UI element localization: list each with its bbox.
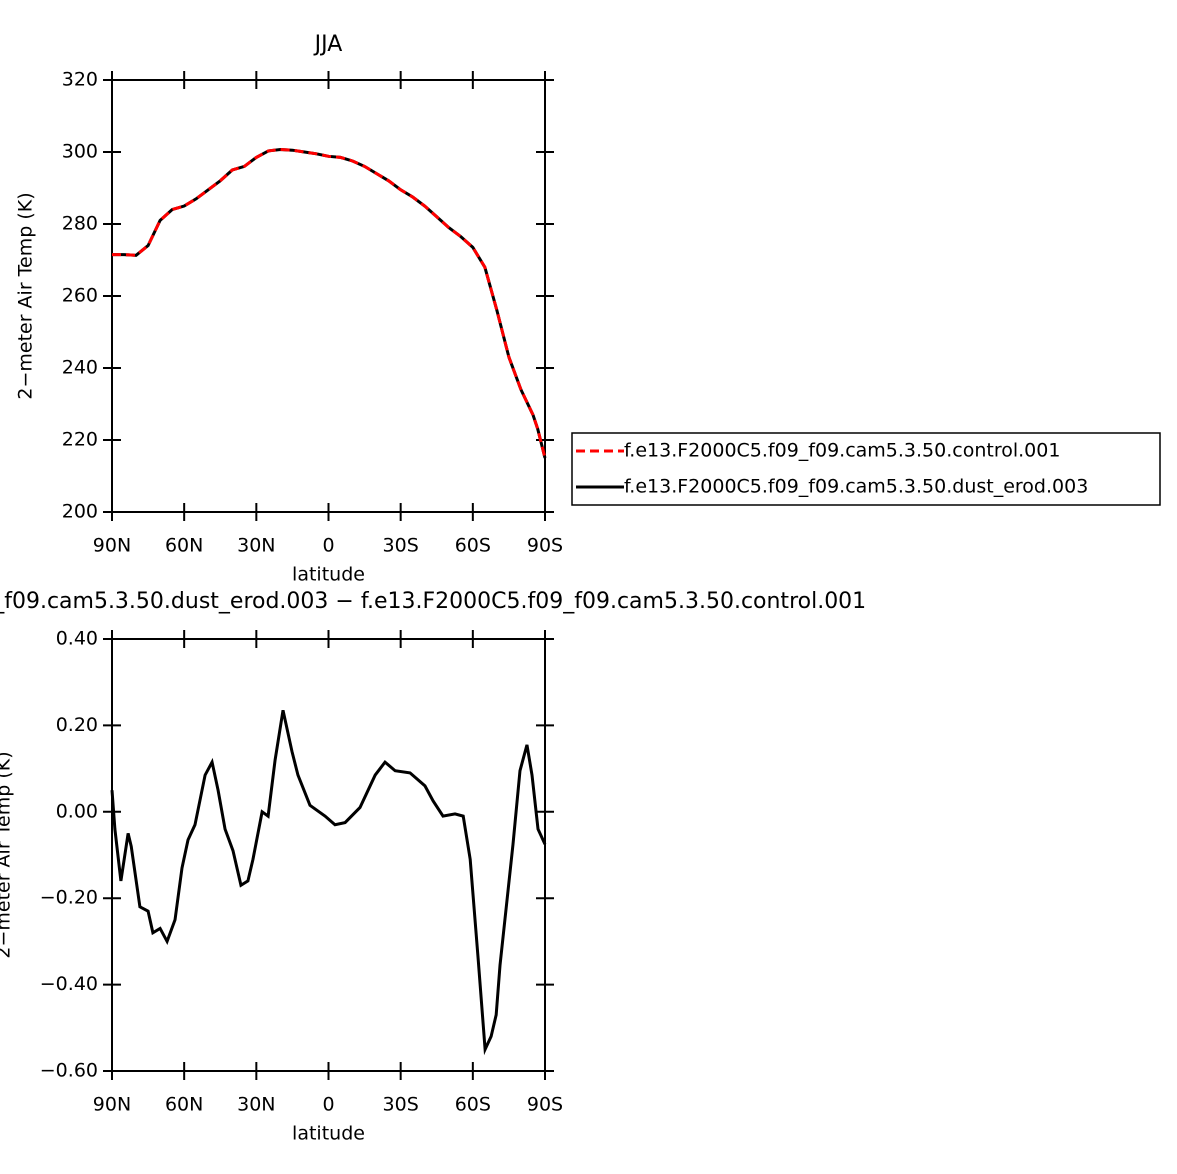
- y-tick-label: −0.60: [40, 1060, 98, 1082]
- line-series: [112, 147, 547, 459]
- legend-label: f.e13.F2000C5.f09_f09.cam5.3.50.control.…: [624, 440, 1060, 462]
- x-tick-label: 60S: [455, 535, 491, 557]
- x-tick-label: 90S: [527, 535, 563, 557]
- chart-title: JJA: [313, 32, 343, 57]
- y-tick-label: −0.20: [40, 887, 98, 909]
- line-series: [112, 147, 547, 459]
- x-tick-label: 60N: [165, 535, 203, 557]
- x-tick-label: 90N: [93, 1094, 131, 1116]
- plot-frame: [111, 638, 546, 1072]
- x-axis-label: latitude: [292, 1123, 365, 1145]
- legend-box: [571, 432, 1161, 506]
- x-tick-label: 60N: [165, 1094, 203, 1116]
- chart-title: f.e13.F2000C5.f09_f09.cam5.3.50.dust_ero…: [0, 589, 866, 614]
- x-tick-label: 30N: [237, 1094, 275, 1116]
- line-series: [110, 709, 547, 1056]
- plot-frame: [111, 79, 546, 513]
- x-tick-label: 60S: [455, 1094, 491, 1116]
- y-axis-label: 2−meter Air Temp (K): [0, 751, 15, 958]
- y-tick-label: 0.20: [56, 714, 98, 736]
- y-tick-label: 260: [62, 285, 98, 307]
- y-axis-label: 2−meter Air Temp (K): [15, 192, 37, 399]
- y-tick-label: 0.40: [56, 628, 98, 650]
- y-tick-label: 300: [62, 141, 98, 163]
- y-tick-label: −0.40: [40, 973, 98, 995]
- x-tick-label: 0: [322, 535, 334, 557]
- y-tick-label: 320: [62, 69, 98, 91]
- x-axis-label: latitude: [292, 564, 365, 586]
- legend-label: f.e13.F2000C5.f09_f09.cam5.3.50.dust_ero…: [624, 476, 1088, 498]
- y-tick-label: 200: [62, 501, 98, 523]
- x-tick-label: 90S: [527, 1094, 563, 1116]
- y-tick-label: 240: [62, 357, 98, 379]
- y-tick-label: 220: [62, 429, 98, 451]
- x-tick-label: 90N: [93, 535, 131, 557]
- x-tick-label: 30N: [237, 535, 275, 557]
- x-tick-label: 30S: [383, 535, 419, 557]
- y-tick-label: 0.00: [56, 800, 98, 822]
- x-tick-label: 0: [322, 1094, 334, 1116]
- x-tick-label: 30S: [383, 1094, 419, 1116]
- y-tick-label: 280: [62, 213, 98, 235]
